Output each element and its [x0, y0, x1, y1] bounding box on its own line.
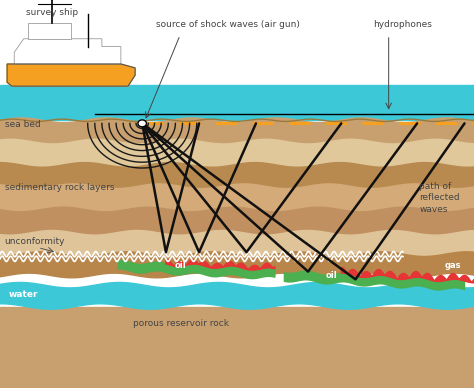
Bar	[0, 307, 474, 388]
Circle shape	[138, 120, 146, 127]
Text: survey ship: survey ship	[26, 8, 78, 17]
Text: oil: oil	[174, 261, 186, 270]
Polygon shape	[0, 282, 474, 309]
Polygon shape	[0, 118, 474, 144]
Polygon shape	[166, 260, 275, 270]
Text: sedimentary rock layers: sedimentary rock layers	[5, 183, 114, 192]
Bar	[0, 85, 474, 120]
Text: sea bed: sea bed	[5, 120, 40, 129]
Text: hydrophones: hydrophones	[374, 20, 432, 29]
Text: path of
reflected
waves: path of reflected waves	[419, 182, 460, 213]
Bar	[0, 0, 474, 85]
Polygon shape	[14, 39, 121, 64]
Polygon shape	[0, 163, 474, 189]
Polygon shape	[118, 260, 275, 279]
Polygon shape	[7, 64, 135, 86]
Polygon shape	[0, 184, 474, 212]
Polygon shape	[284, 271, 465, 290]
Polygon shape	[0, 207, 474, 235]
Text: porous reservoir rock: porous reservoir rock	[133, 319, 229, 328]
Polygon shape	[0, 230, 474, 256]
Polygon shape	[0, 252, 474, 278]
Text: gas: gas	[445, 261, 461, 270]
Text: unconformity: unconformity	[4, 237, 64, 246]
Text: source of shock waves (air gun): source of shock waves (air gun)	[155, 20, 300, 29]
Polygon shape	[28, 23, 71, 39]
Text: water: water	[9, 290, 38, 299]
Text: oil: oil	[326, 271, 337, 280]
Polygon shape	[0, 139, 474, 167]
Polygon shape	[341, 267, 474, 283]
